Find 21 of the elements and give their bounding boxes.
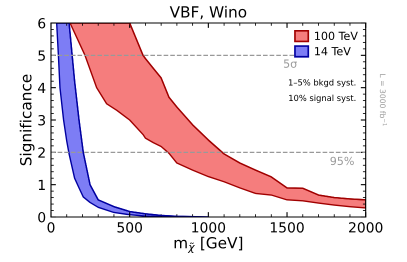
- ref-line-label: 5σ: [284, 60, 297, 68]
- x-tick-label: 500: [117, 222, 142, 233]
- x-tick-label: 2000: [349, 222, 382, 233]
- x-tick-label: 1500: [270, 222, 304, 233]
- y-tick-label: 1: [38, 180, 45, 190]
- chart-title: VBF, Wino: [170, 6, 246, 20]
- x-tick-label: 0: [47, 222, 54, 233]
- annotation: 1–5% bkgd syst.: [288, 79, 356, 88]
- x-tick-label: 1000: [192, 222, 226, 233]
- y-tick-label: 0: [38, 212, 46, 222]
- legend-label: 100 TeV: [315, 32, 358, 40]
- legend-label: 14 TeV: [315, 47, 351, 56]
- y-tick-label: 4: [38, 82, 46, 93]
- y-tick-label: 2: [38, 147, 45, 158]
- x-axis-title: m$_{χ̃}$ [GeV]: [174, 236, 242, 254]
- y-tick-label: 3: [38, 114, 46, 126]
- annotation: 10% signal syst.: [289, 94, 356, 103]
- annotation: 95%: [330, 156, 354, 166]
- y-tick-label: 6: [38, 18, 46, 28]
- y-tick-label: 5: [38, 50, 45, 61]
- y-axis-title: Significance: [20, 74, 35, 166]
